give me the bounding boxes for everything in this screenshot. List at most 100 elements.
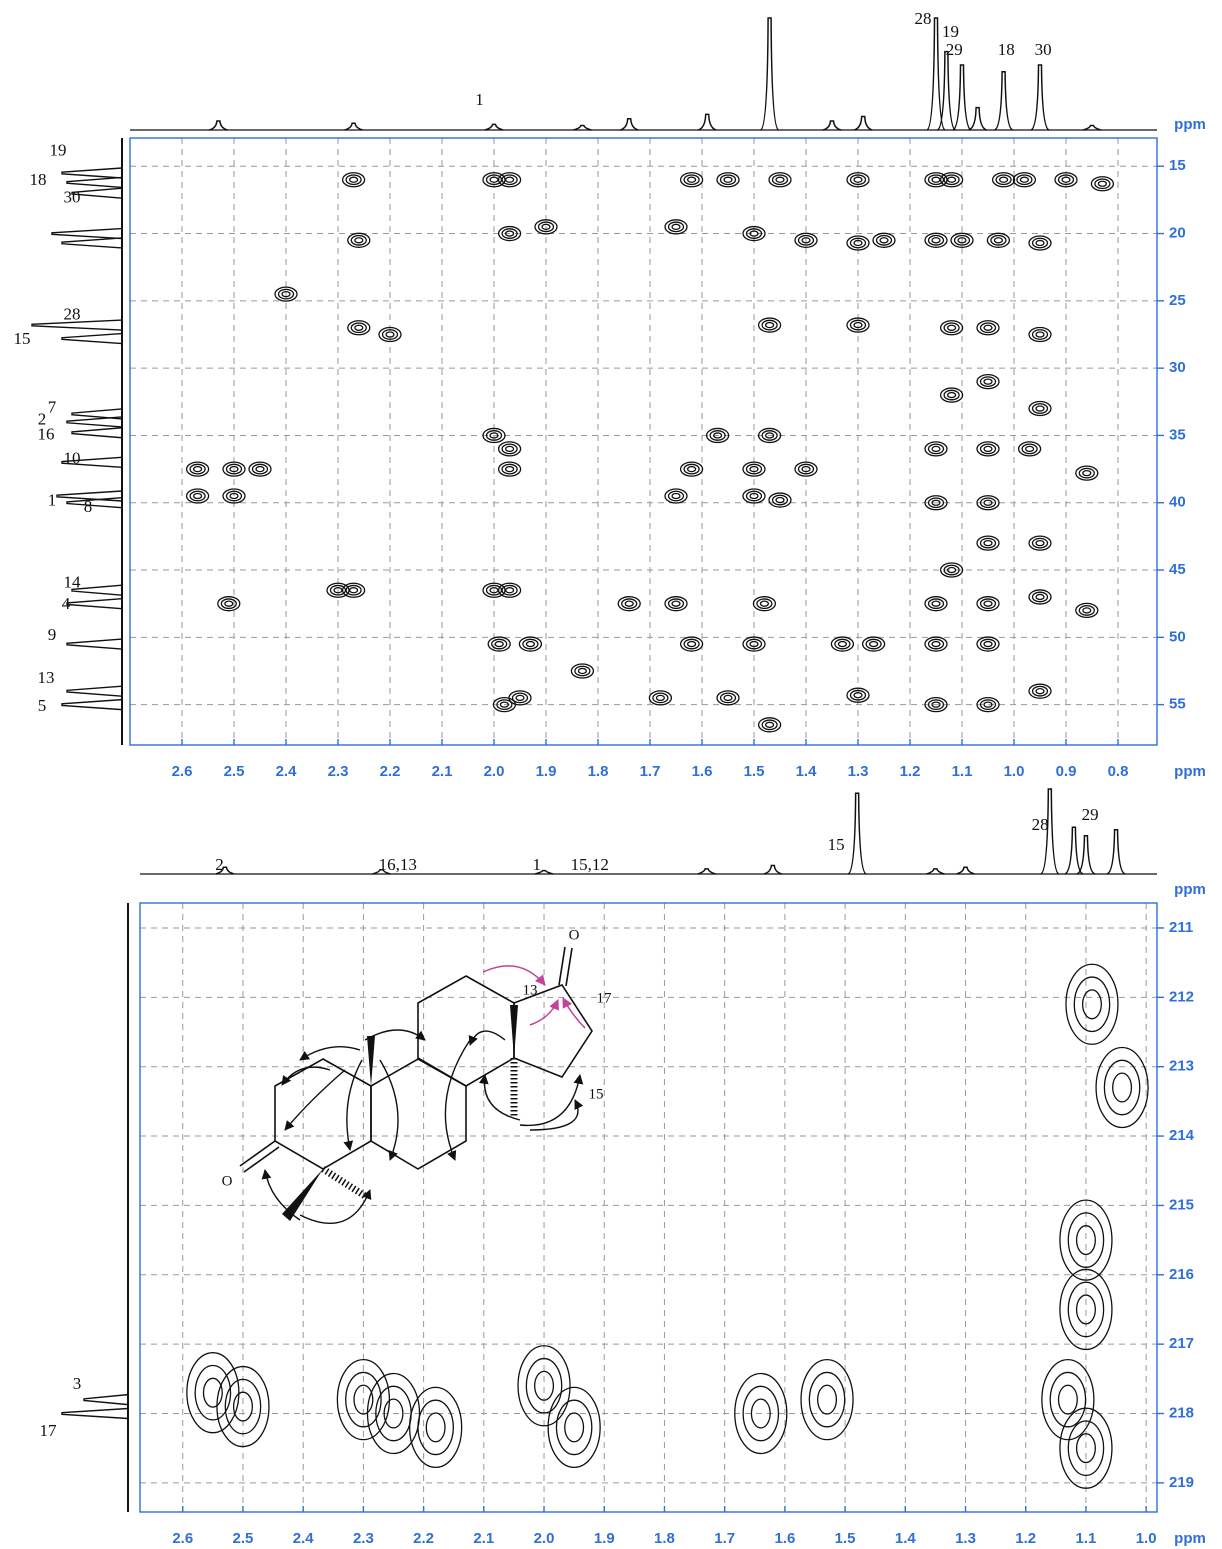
contour-ring bbox=[939, 387, 964, 403]
cross-peak bbox=[1090, 176, 1115, 192]
proton-peak bbox=[534, 869, 554, 875]
cross-peak bbox=[734, 1372, 788, 1455]
contour-ring bbox=[686, 176, 697, 183]
x-tick-label: 1.2 bbox=[1015, 1530, 1036, 1547]
contour-ring bbox=[216, 1365, 270, 1448]
contour-ring bbox=[1031, 685, 1049, 697]
contour-ring bbox=[745, 463, 763, 475]
contour-ring bbox=[939, 562, 964, 578]
contour-ring bbox=[749, 640, 759, 648]
contour-ring bbox=[1012, 172, 1037, 188]
contour-ring bbox=[1024, 445, 1035, 453]
cross-peak bbox=[518, 636, 543, 652]
contour-ring bbox=[497, 225, 522, 242]
hmbc-arrow bbox=[529, 999, 559, 1026]
cross-peak bbox=[248, 461, 272, 477]
cross-peak bbox=[768, 172, 792, 188]
wedge bbox=[367, 1036, 375, 1086]
cross-peak bbox=[547, 1386, 601, 1469]
carbon-label: 9 bbox=[48, 625, 57, 644]
cross-peak bbox=[991, 172, 1016, 188]
contour-ring bbox=[1073, 976, 1111, 1033]
contour-ring bbox=[1019, 176, 1030, 183]
contour-ring bbox=[555, 1399, 593, 1456]
contour-ring bbox=[742, 1385, 780, 1442]
carbon-peak bbox=[61, 167, 123, 179]
cross-peak bbox=[497, 441, 522, 457]
contour-ring bbox=[853, 239, 863, 247]
contour-ring bbox=[764, 721, 775, 728]
carbon-peak bbox=[51, 227, 123, 240]
cross-peak bbox=[341, 582, 366, 598]
contour-ring bbox=[497, 441, 522, 457]
contour-ring bbox=[671, 223, 681, 230]
contour-ring bbox=[1067, 1420, 1105, 1477]
contour-ring bbox=[574, 665, 591, 677]
contour-ring bbox=[686, 640, 697, 648]
bond bbox=[239, 1140, 276, 1167]
cross-peak bbox=[497, 461, 522, 477]
contour-ring bbox=[768, 172, 792, 188]
carbon-peak bbox=[71, 427, 123, 439]
contour-ring bbox=[927, 443, 945, 455]
structure-label: 13 bbox=[523, 982, 538, 998]
contour-ring bbox=[716, 172, 740, 188]
contour-ring bbox=[385, 331, 395, 338]
hmbc-arrow bbox=[468, 1030, 506, 1046]
contour-ring bbox=[976, 636, 1000, 652]
carbon-peak bbox=[66, 176, 123, 189]
cross-peak bbox=[742, 636, 766, 652]
hmbc-arrow bbox=[562, 997, 586, 1029]
y-tick-label: 55 bbox=[1169, 696, 1186, 713]
contour-ring bbox=[734, 1372, 788, 1455]
contour-ring bbox=[383, 1398, 404, 1429]
bond bbox=[565, 947, 573, 987]
x-axis-label: ppm bbox=[1174, 1530, 1206, 1547]
contour-ring bbox=[652, 692, 669, 704]
proton-peak bbox=[215, 866, 235, 875]
contour-ring bbox=[983, 445, 993, 453]
contour-ring bbox=[1065, 963, 1119, 1045]
proton-peak bbox=[619, 118, 639, 131]
x-tick-label: 2.4 bbox=[276, 763, 298, 780]
cross-peak bbox=[1028, 589, 1052, 605]
contour-ring bbox=[1031, 403, 1049, 414]
contour-ring bbox=[679, 461, 704, 477]
contour-ring bbox=[222, 488, 246, 504]
contour-ring bbox=[924, 441, 948, 457]
cross-peak bbox=[830, 636, 855, 652]
contour-ring bbox=[775, 176, 785, 183]
contour-ring bbox=[648, 690, 673, 706]
contour-ring bbox=[761, 430, 778, 441]
proton-label: 28 bbox=[915, 9, 932, 28]
contour-ring bbox=[518, 636, 543, 652]
contour-ring bbox=[865, 638, 882, 650]
proton-label: 2 bbox=[215, 855, 224, 874]
bond bbox=[243, 1146, 280, 1173]
contour-ring bbox=[189, 463, 206, 475]
contour-ring bbox=[1035, 239, 1045, 247]
cross-peak bbox=[846, 235, 870, 251]
carbon-label: 16 bbox=[38, 424, 55, 443]
contour-ring bbox=[872, 232, 896, 248]
contour-ring bbox=[801, 237, 811, 244]
contour-ring bbox=[1067, 1212, 1105, 1268]
cross-peak bbox=[716, 690, 740, 706]
contour-ring bbox=[834, 638, 851, 650]
contour-ring bbox=[719, 692, 737, 704]
cross-peak bbox=[950, 232, 974, 248]
contour-ring bbox=[1041, 1358, 1095, 1441]
contour-ring bbox=[541, 223, 551, 230]
contour-ring bbox=[983, 499, 993, 506]
proton-label: 30 bbox=[1035, 40, 1052, 59]
structure-label: 17 bbox=[597, 990, 613, 1006]
contour-ring bbox=[761, 319, 778, 331]
y-tick-label: 15 bbox=[1169, 157, 1186, 174]
structure-label: O bbox=[222, 1173, 233, 1189]
contour-ring bbox=[723, 176, 733, 183]
proton-label: 28 bbox=[1032, 815, 1049, 834]
x-tick-label: 1.9 bbox=[594, 1530, 615, 1547]
cross-peak bbox=[679, 636, 704, 652]
x-tick-label: 2.6 bbox=[172, 763, 193, 780]
